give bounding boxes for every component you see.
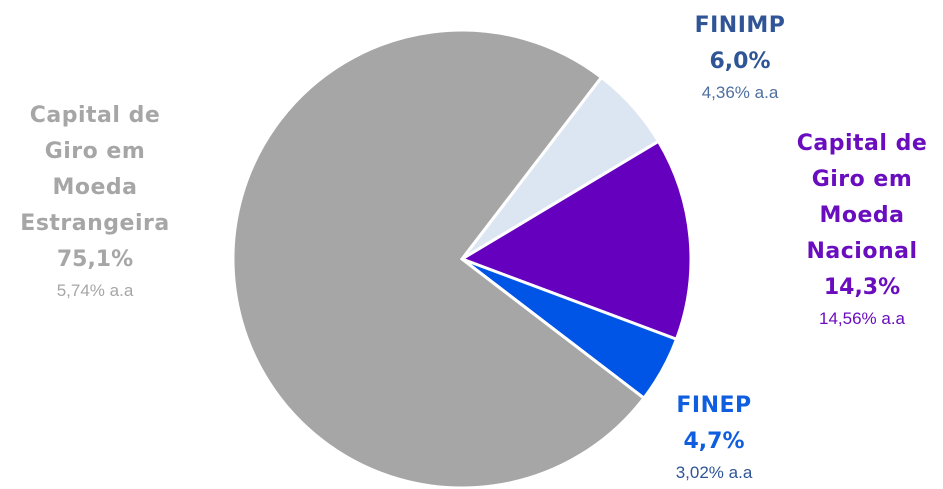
pie-slice [231, 28, 647, 489]
slice-label: Capital de Giro em Moeda Nacional 14,3% 14… [787, 126, 937, 332]
rate-annotation: 3,02% a.a [675, 463, 753, 482]
rate-annotation: 14,56% a.a [818, 309, 905, 328]
slice-label: Capital de Giro em Moeda Estrangeira 75,1… [15, 98, 175, 304]
pie-slice [458, 139, 693, 342]
category-label: Capital de Giro em Moeda Nacional [796, 131, 928, 264]
category-label: FINEP [676, 393, 752, 418]
value-label: 14,3% [823, 275, 901, 300]
category-label: Capital de Giro em Moeda Estrangeira [20, 103, 170, 236]
rate-annotation: 4,36% a.a [701, 83, 779, 102]
slice-label: FINEP 4,7% 3,02% a.a [639, 388, 789, 486]
value-label: 4,7% [683, 429, 745, 454]
value-label: 6,0% [709, 49, 771, 74]
rate-annotation: 5,74% a.a [56, 281, 134, 300]
category-label: FINIMP [694, 13, 786, 38]
value-label: 75,1% [56, 247, 134, 272]
slice-label: FINIMP 6,0% 4,36% a.a [660, 8, 820, 106]
